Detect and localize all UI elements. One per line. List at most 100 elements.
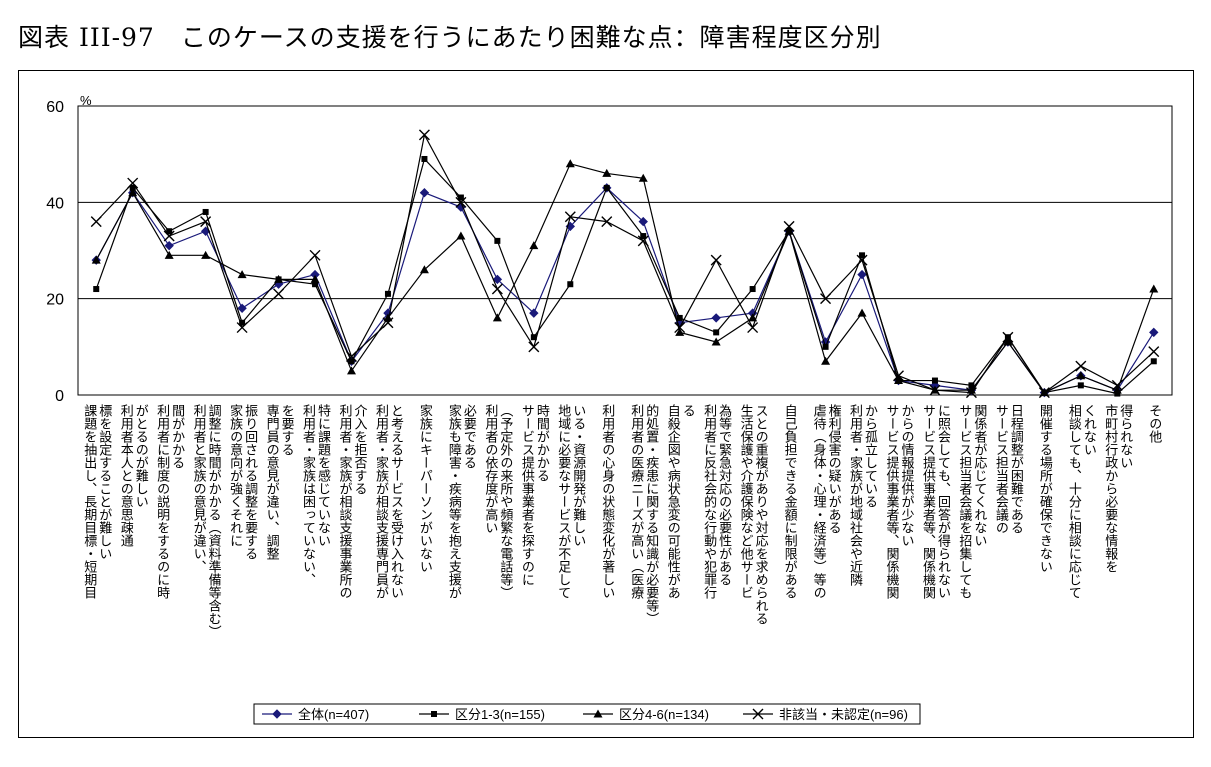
data-point-s3	[602, 168, 612, 177]
category-label: 調整に時間がかかる（資料準備等含む）	[206, 404, 222, 638]
data-point-s1	[711, 313, 721, 323]
category-label: スとの重複がありや対応を求められる	[753, 404, 769, 625]
category-label: 標を設定することが難しい	[96, 404, 112, 560]
data-point-s4	[418, 129, 430, 141]
category-label: る	[680, 404, 695, 417]
category-label: 市町村行政から必要な情報を	[1102, 403, 1118, 573]
data-point-s3	[638, 173, 648, 182]
data-point-s4	[1111, 379, 1123, 391]
category-label: 振り回される調整を要する	[242, 404, 258, 560]
data-point-s4	[382, 317, 394, 329]
data-point-s4	[455, 196, 467, 208]
data-point-s4	[637, 235, 649, 247]
category-label: サービス提供事業者を探すのに	[519, 404, 535, 586]
plot-area	[77, 105, 1173, 396]
series-line-3	[95, 163, 1155, 394]
category-label: 自己負担できる金額に制限がある	[782, 404, 798, 599]
data-point-s2	[931, 377, 938, 384]
category-label: サービス担当者会議を招集しても	[956, 404, 972, 599]
data-point-s1	[638, 216, 648, 227]
data-point-s3	[1149, 284, 1159, 293]
category-label: を要する	[279, 404, 295, 456]
category-label: いる・資源開発が難しい	[570, 404, 586, 547]
y-unit-label: %	[80, 93, 92, 108]
data-point-s2	[749, 286, 756, 293]
data-point-s2	[202, 208, 209, 215]
data-point-s3	[711, 337, 721, 346]
data-point-s2	[93, 286, 100, 293]
data-point-s3	[1003, 337, 1013, 346]
data-point-s3	[748, 313, 758, 322]
category-label: と考えるサービスを受け入れない	[388, 404, 404, 599]
category-label: がとるのが難しい	[133, 404, 149, 508]
category-label: 為等で緊急対応の必要性がある	[716, 403, 732, 586]
category-label: 地域に必要なサービスが不足して	[555, 404, 571, 599]
data-point-s1	[492, 274, 503, 285]
category-label: 利用者の依存度が高い	[482, 404, 498, 534]
category-label: からの情報提供が少ない	[899, 404, 915, 547]
category-label: から孤立している	[862, 404, 878, 508]
category-label: に照会しても、回答が得られない	[935, 404, 951, 599]
data-point-s4	[528, 341, 540, 353]
category-label: その他	[1146, 404, 1162, 444]
data-point-s4	[674, 322, 686, 334]
data-point-s3	[492, 313, 502, 322]
data-point-s2	[1077, 382, 1084, 389]
legend-label-1: 全体(n=407)	[298, 707, 369, 722]
data-point-s1	[1149, 327, 1159, 338]
category-label: 利用者に制度の説明をするのに時	[154, 404, 170, 599]
data-point-s3	[529, 241, 539, 250]
data-point-s2	[494, 237, 501, 244]
chart-title: 図表 III-97 このケースの支援を行うにあたり困難な点：障害程度区分別	[18, 23, 882, 52]
category-label: 家族の意向が強くそれに	[227, 403, 243, 547]
category-label: 専門員の意見が違い、調整	[264, 404, 280, 560]
data-point-s3	[164, 250, 174, 259]
data-point-s3	[128, 188, 138, 197]
data-point-s2	[129, 184, 136, 191]
data-point-s4	[163, 230, 175, 242]
data-point-s3	[675, 327, 685, 336]
data-point-s4	[710, 254, 722, 266]
data-point-s3	[894, 376, 903, 385]
data-point-s4	[564, 211, 576, 223]
category-label: 家族にキーパーソンがいない	[417, 403, 433, 573]
data-point-s2	[384, 290, 391, 297]
data-point-s3	[91, 255, 101, 264]
y-tick-label: 40	[46, 195, 64, 212]
data-point-s4	[893, 370, 904, 382]
data-point-s4	[236, 322, 248, 334]
data-point-s1	[857, 269, 867, 280]
data-point-s3	[565, 159, 575, 168]
data-point-s3	[1076, 371, 1086, 380]
data-point-s3	[383, 313, 393, 322]
data-point-s3	[201, 250, 211, 259]
data-point-s3	[857, 308, 867, 317]
data-point-s2	[348, 358, 355, 365]
data-point-s4	[90, 216, 102, 228]
data-point-s4	[1038, 387, 1050, 399]
data-point-s2	[713, 329, 720, 336]
data-point-s3	[456, 231, 466, 240]
data-point-s4	[820, 293, 832, 305]
category-label: サービス提供事業者等、関係機関	[920, 404, 936, 600]
category-label: 利用者の医療ニーズが高い（医療	[628, 404, 644, 599]
data-point-s3	[821, 356, 831, 365]
category-label: 課題を抽出し、長期目標・短期目	[81, 403, 97, 599]
category-label: サービス担当者会議の	[993, 404, 1009, 534]
data-point-s1	[237, 303, 247, 314]
y-tick-label: 20	[46, 292, 64, 309]
data-point-s4	[1075, 360, 1087, 372]
data-point-s3	[966, 385, 976, 394]
legend-label-2: 区分1-3(n=155)	[455, 707, 545, 722]
category-label: 利用者本人との意思疎通	[118, 404, 134, 547]
legend-marker-4	[752, 708, 764, 720]
data-point-s2	[239, 319, 246, 326]
category-label: 必要である	[461, 404, 477, 469]
data-point-s4	[747, 322, 759, 334]
data-point-s3	[310, 274, 320, 283]
category-label: 利用者に反社会的な行動や犯罪行	[701, 404, 717, 600]
data-point-s4	[601, 216, 613, 228]
legend-marker-2	[431, 711, 437, 717]
category-label: 利用者・家族が地域社会や近隣	[847, 404, 863, 586]
